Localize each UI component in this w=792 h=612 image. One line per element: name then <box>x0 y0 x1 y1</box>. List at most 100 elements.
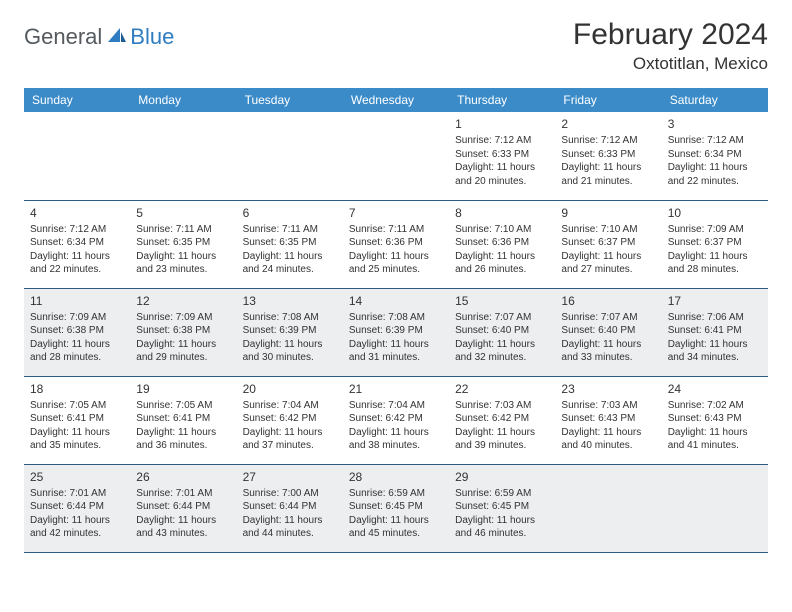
sunrise-line: Sunrise: 7:07 AM <box>455 311 549 325</box>
sunrise-line: Sunrise: 7:03 AM <box>455 399 549 413</box>
location-label: Oxtotitlan, Mexico <box>573 54 768 74</box>
daylight-line: Daylight: 11 hours and 36 minutes. <box>136 426 230 453</box>
day-number: 5 <box>136 205 230 221</box>
calendar-cell: 13Sunrise: 7:08 AMSunset: 6:39 PMDayligh… <box>237 288 343 376</box>
day-number: 19 <box>136 381 230 397</box>
sunset-line: Sunset: 6:40 PM <box>561 324 655 338</box>
sunrise-line: Sunrise: 7:12 AM <box>668 134 762 148</box>
calendar-body: 1Sunrise: 7:12 AMSunset: 6:33 PMDaylight… <box>24 112 768 552</box>
sunrise-line: Sunrise: 7:01 AM <box>136 487 230 501</box>
daylight-line: Daylight: 11 hours and 34 minutes. <box>668 338 762 365</box>
calendar-cell <box>130 112 236 200</box>
day-number: 23 <box>561 381 655 397</box>
sunset-line: Sunset: 6:39 PM <box>349 324 443 338</box>
page-header: General Blue February 2024 Oxtotitlan, M… <box>24 18 768 74</box>
sunrise-line: Sunrise: 7:03 AM <box>561 399 655 413</box>
daylight-line: Daylight: 11 hours and 24 minutes. <box>243 250 337 277</box>
calendar-cell: 24Sunrise: 7:02 AMSunset: 6:43 PMDayligh… <box>662 376 768 464</box>
day-header: Thursday <box>449 88 555 112</box>
day-number: 7 <box>349 205 443 221</box>
daylight-line: Daylight: 11 hours and 25 minutes. <box>349 250 443 277</box>
sunrise-line: Sunrise: 7:05 AM <box>30 399 124 413</box>
sunset-line: Sunset: 6:33 PM <box>561 148 655 162</box>
day-number: 10 <box>668 205 762 221</box>
daylight-line: Daylight: 11 hours and 44 minutes. <box>243 514 337 541</box>
calendar-cell <box>237 112 343 200</box>
sunset-line: Sunset: 6:45 PM <box>349 500 443 514</box>
sunset-line: Sunset: 6:37 PM <box>561 236 655 250</box>
day-header: Tuesday <box>237 88 343 112</box>
sunrise-line: Sunrise: 7:11 AM <box>349 223 443 237</box>
sunrise-line: Sunrise: 7:09 AM <box>30 311 124 325</box>
sunrise-line: Sunrise: 7:04 AM <box>243 399 337 413</box>
day-number: 26 <box>136 469 230 485</box>
table-row: 1Sunrise: 7:12 AMSunset: 6:33 PMDaylight… <box>24 112 768 200</box>
daylight-line: Daylight: 11 hours and 28 minutes. <box>668 250 762 277</box>
calendar-cell: 14Sunrise: 7:08 AMSunset: 6:39 PMDayligh… <box>343 288 449 376</box>
calendar-cell: 23Sunrise: 7:03 AMSunset: 6:43 PMDayligh… <box>555 376 661 464</box>
day-header: Monday <box>130 88 236 112</box>
day-number: 17 <box>668 293 762 309</box>
day-number: 24 <box>668 381 762 397</box>
day-number: 14 <box>349 293 443 309</box>
table-row: 4Sunrise: 7:12 AMSunset: 6:34 PMDaylight… <box>24 200 768 288</box>
calendar-cell: 21Sunrise: 7:04 AMSunset: 6:42 PMDayligh… <box>343 376 449 464</box>
calendar-cell: 7 Sunrise: 7:11 AMSunset: 6:36 PMDaylight… <box>343 200 449 288</box>
sunset-line: Sunset: 6:42 PM <box>349 412 443 426</box>
sunset-line: Sunset: 6:34 PM <box>668 148 762 162</box>
day-header-row: Sunday Monday Tuesday Wednesday Thursday… <box>24 88 768 112</box>
calendar-cell: 12Sunrise: 7:09 AMSunset: 6:38 PMDayligh… <box>130 288 236 376</box>
calendar-cell <box>343 112 449 200</box>
daylight-line: Daylight: 11 hours and 22 minutes. <box>30 250 124 277</box>
brand-sail-icon <box>106 26 128 49</box>
sunset-line: Sunset: 6:34 PM <box>30 236 124 250</box>
sunrise-line: Sunrise: 7:12 AM <box>455 134 549 148</box>
calendar-cell: 2Sunrise: 7:12 AMSunset: 6:33 PMDaylight… <box>555 112 661 200</box>
sunrise-line: Sunrise: 7:12 AM <box>561 134 655 148</box>
sunrise-line: Sunrise: 7:04 AM <box>349 399 443 413</box>
sunrise-line: Sunrise: 7:12 AM <box>30 223 124 237</box>
calendar-cell: 6Sunrise: 7:11 AMSunset: 6:35 PMDaylight… <box>237 200 343 288</box>
calendar-cell: 16Sunrise: 7:07 AMSunset: 6:40 PMDayligh… <box>555 288 661 376</box>
sunrise-line: Sunrise: 7:02 AM <box>668 399 762 413</box>
sunrise-line: Sunrise: 7:11 AM <box>136 223 230 237</box>
title-block: February 2024 Oxtotitlan, Mexico <box>573 18 768 74</box>
calendar-cell: 28Sunrise: 6:59 AMSunset: 6:45 PMDayligh… <box>343 464 449 552</box>
day-number: 29 <box>455 469 549 485</box>
daylight-line: Daylight: 11 hours and 43 minutes. <box>136 514 230 541</box>
calendar-cell: 3Sunrise: 7:12 AMSunset: 6:34 PMDaylight… <box>662 112 768 200</box>
brand-logo: General Blue <box>24 24 174 50</box>
sunset-line: Sunset: 6:41 PM <box>668 324 762 338</box>
sunrise-line: Sunrise: 7:07 AM <box>561 311 655 325</box>
table-row: 11Sunrise: 7:09 AMSunset: 6:38 PMDayligh… <box>24 288 768 376</box>
calendar-table: Sunday Monday Tuesday Wednesday Thursday… <box>24 88 768 553</box>
sunrise-line: Sunrise: 7:09 AM <box>136 311 230 325</box>
daylight-line: Daylight: 11 hours and 28 minutes. <box>30 338 124 365</box>
day-number: 8 <box>455 205 549 221</box>
sunrise-line: Sunrise: 6:59 AM <box>349 487 443 501</box>
calendar-cell: 25Sunrise: 7:01 AMSunset: 6:44 PMDayligh… <box>24 464 130 552</box>
day-number: 28 <box>349 469 443 485</box>
day-header: Wednesday <box>343 88 449 112</box>
calendar-cell: 8Sunrise: 7:10 AMSunset: 6:36 PMDaylight… <box>449 200 555 288</box>
day-number: 20 <box>243 381 337 397</box>
calendar-cell: 18Sunrise: 7:05 AMSunset: 6:41 PMDayligh… <box>24 376 130 464</box>
sunrise-line: Sunrise: 7:08 AM <box>349 311 443 325</box>
sunset-line: Sunset: 6:37 PM <box>668 236 762 250</box>
sunset-line: Sunset: 6:36 PM <box>455 236 549 250</box>
day-number: 22 <box>455 381 549 397</box>
sunset-line: Sunset: 6:36 PM <box>349 236 443 250</box>
sunset-line: Sunset: 6:38 PM <box>30 324 124 338</box>
daylight-line: Daylight: 11 hours and 21 minutes. <box>561 161 655 188</box>
calendar-cell: 29Sunrise: 6:59 AMSunset: 6:45 PMDayligh… <box>449 464 555 552</box>
sunset-line: Sunset: 6:44 PM <box>136 500 230 514</box>
daylight-line: Daylight: 11 hours and 23 minutes. <box>136 250 230 277</box>
day-number: 18 <box>30 381 124 397</box>
calendar-cell: 26 Sunrise: 7:01 AMSunset: 6:44 PMDayligh… <box>130 464 236 552</box>
day-number: 9 <box>561 205 655 221</box>
sunset-line: Sunset: 6:42 PM <box>455 412 549 426</box>
sunset-line: Sunset: 6:35 PM <box>243 236 337 250</box>
sunrise-line: Sunrise: 7:10 AM <box>455 223 549 237</box>
sunrise-line: Sunrise: 7:09 AM <box>668 223 762 237</box>
day-number: 11 <box>30 293 124 309</box>
